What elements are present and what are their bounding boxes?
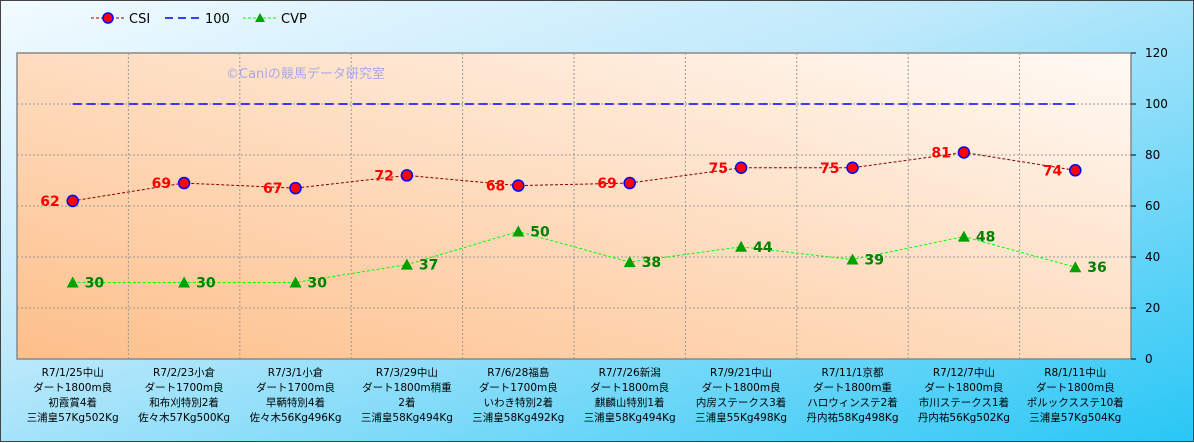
x-tick-label: R7/6/28福島: [487, 366, 549, 379]
cvp-point: [846, 253, 859, 265]
cvp-point: [178, 276, 191, 288]
csi-data-label: 81: [931, 145, 950, 161]
legend-label: CSI: [129, 12, 150, 27]
csi-point: [1069, 164, 1082, 177]
y-tick-label: 40: [1145, 250, 1160, 264]
cvp-point: [735, 240, 748, 252]
cvp-point: [66, 276, 79, 288]
y-tick-label: 100: [1145, 97, 1168, 111]
csi-data-label: 68: [486, 179, 505, 195]
x-tick-label: 丹内祐58Kg498Kg: [806, 411, 898, 424]
x-tick-label: 三浦皇58Kg492Kg: [472, 411, 564, 424]
cvp-data-label: 38: [642, 255, 661, 271]
cvp-data-label: 30: [308, 276, 328, 292]
cvp-point: [289, 276, 302, 288]
x-tick-label: R7/11/1京都: [821, 366, 884, 379]
csi-point: [957, 146, 971, 159]
y-tick-label: 80: [1145, 148, 1160, 162]
x-tick-label: R7/12/7中山: [933, 366, 995, 379]
x-tick-label: 三浦皇55Kg498Kg: [695, 411, 787, 424]
x-tick-label: 三浦皇58Kg494Kg: [361, 411, 453, 424]
x-tick-label: ダート1800m重: [813, 381, 892, 394]
x-tick-label: 市川ステークス1着: [919, 396, 1009, 409]
cvp-data-label: 37: [419, 258, 438, 274]
x-tick-label: 三浦皇57Kg502Kg: [27, 411, 119, 424]
csi-data-label: 67: [263, 181, 282, 197]
y-tick-label: 60: [1145, 199, 1160, 213]
x-tick-label: 2着: [398, 396, 415, 409]
x-tick-label: R8/1/11中山: [1044, 366, 1106, 379]
csi-point: [623, 176, 636, 190]
y-tick-label: 20: [1145, 301, 1160, 315]
x-tick-label: ダート1800m良: [924, 381, 1003, 394]
cvp-point: [1069, 261, 1082, 273]
x-tick-label: ダート1800m良: [1036, 381, 1115, 394]
x-tick-label: ハロウィンステ2着: [807, 396, 897, 409]
cvp-point: [512, 225, 525, 237]
x-tick-label: ダート1800m良: [590, 381, 669, 394]
csi-data-label: 69: [597, 176, 616, 192]
x-tick-label: ダート1800m稍重: [362, 381, 451, 394]
x-tick-label: 三浦皇57Kg504Kg: [1029, 411, 1121, 424]
x-tick-label: 佐々木57Kg500Kg: [138, 411, 230, 424]
csi-point: [734, 161, 748, 174]
cvp-point: [623, 256, 636, 268]
x-tick-label: 丹内祐56Kg502Kg: [918, 411, 1010, 424]
x-tick-label: ダート1800m良: [702, 381, 781, 394]
csi-point: [512, 179, 525, 192]
x-tick-label: R7/7/26新潟: [599, 366, 661, 379]
csi-point: [846, 161, 859, 174]
x-tick-label: 麒麟山特別1着: [595, 396, 665, 409]
cvp-point: [400, 258, 413, 270]
csi-data-label: 74: [1043, 163, 1063, 179]
csi-data-label: 69: [152, 176, 171, 192]
cvp-data-label: 44: [753, 240, 773, 256]
series-line-cvp: [72, 230, 1076, 283]
y-tick-label: 120: [1145, 46, 1168, 60]
x-tick-label: ダート1700m良: [145, 381, 224, 394]
x-tick-label: 佐々木56Kg496Kg: [249, 411, 341, 424]
cvp-data-label: 39: [865, 253, 884, 269]
x-tick-label: 三浦皇58Kg494Kg: [584, 411, 676, 424]
x-tick-label: いわき特別2着: [483, 396, 553, 409]
x-tick-label: 和布刈特別2着: [149, 396, 219, 409]
x-tick-label: 早鞆特別4着: [266, 396, 325, 409]
csi-data-label: 72: [374, 168, 393, 184]
x-tick-label: R7/9/21中山: [710, 366, 772, 379]
cvp-data-label: 48: [976, 230, 995, 246]
x-tick-label: R7/3/1小倉: [268, 366, 324, 379]
csi-point: [289, 181, 302, 195]
csi-point: [66, 194, 79, 208]
legend-label: 100: [205, 12, 230, 27]
csi-point: [400, 169, 414, 182]
x-tick-label: ダート1700m良: [479, 381, 558, 394]
x-tick-label: ダート1700m良: [256, 381, 335, 394]
legend-marker-cvp: [255, 13, 265, 22]
cvp-data-label: 30: [85, 276, 105, 292]
x-tick-label: ダート1800m良: [33, 381, 112, 394]
watermark: ©Caniの競馬データ研究室: [226, 66, 385, 82]
x-tick-label: ポルックスステ10着: [1027, 396, 1124, 409]
cvp-point: [957, 230, 970, 242]
cvp-data-label: 50: [530, 225, 550, 241]
csi-data-label: 62: [40, 194, 59, 210]
cvp-data-label: 30: [196, 276, 216, 292]
x-tick-label: R7/3/29中山: [376, 366, 438, 379]
csi-point: [177, 176, 191, 190]
csi-data-label: 75: [709, 161, 728, 177]
csi-data-label: 75: [820, 161, 839, 177]
x-tick-label: R7/1/25中山: [42, 366, 104, 379]
legend-marker-csi: [102, 12, 114, 24]
cvp-data-label: 36: [1087, 260, 1106, 276]
legend-label: CVP: [281, 12, 307, 27]
y-tick-label: 0: [1145, 352, 1153, 366]
x-tick-label: 内房ステークス3着: [696, 396, 786, 409]
x-tick-label: 初霞賞4着: [48, 396, 97, 409]
x-tick-label: R7/2/23小倉: [153, 366, 216, 379]
